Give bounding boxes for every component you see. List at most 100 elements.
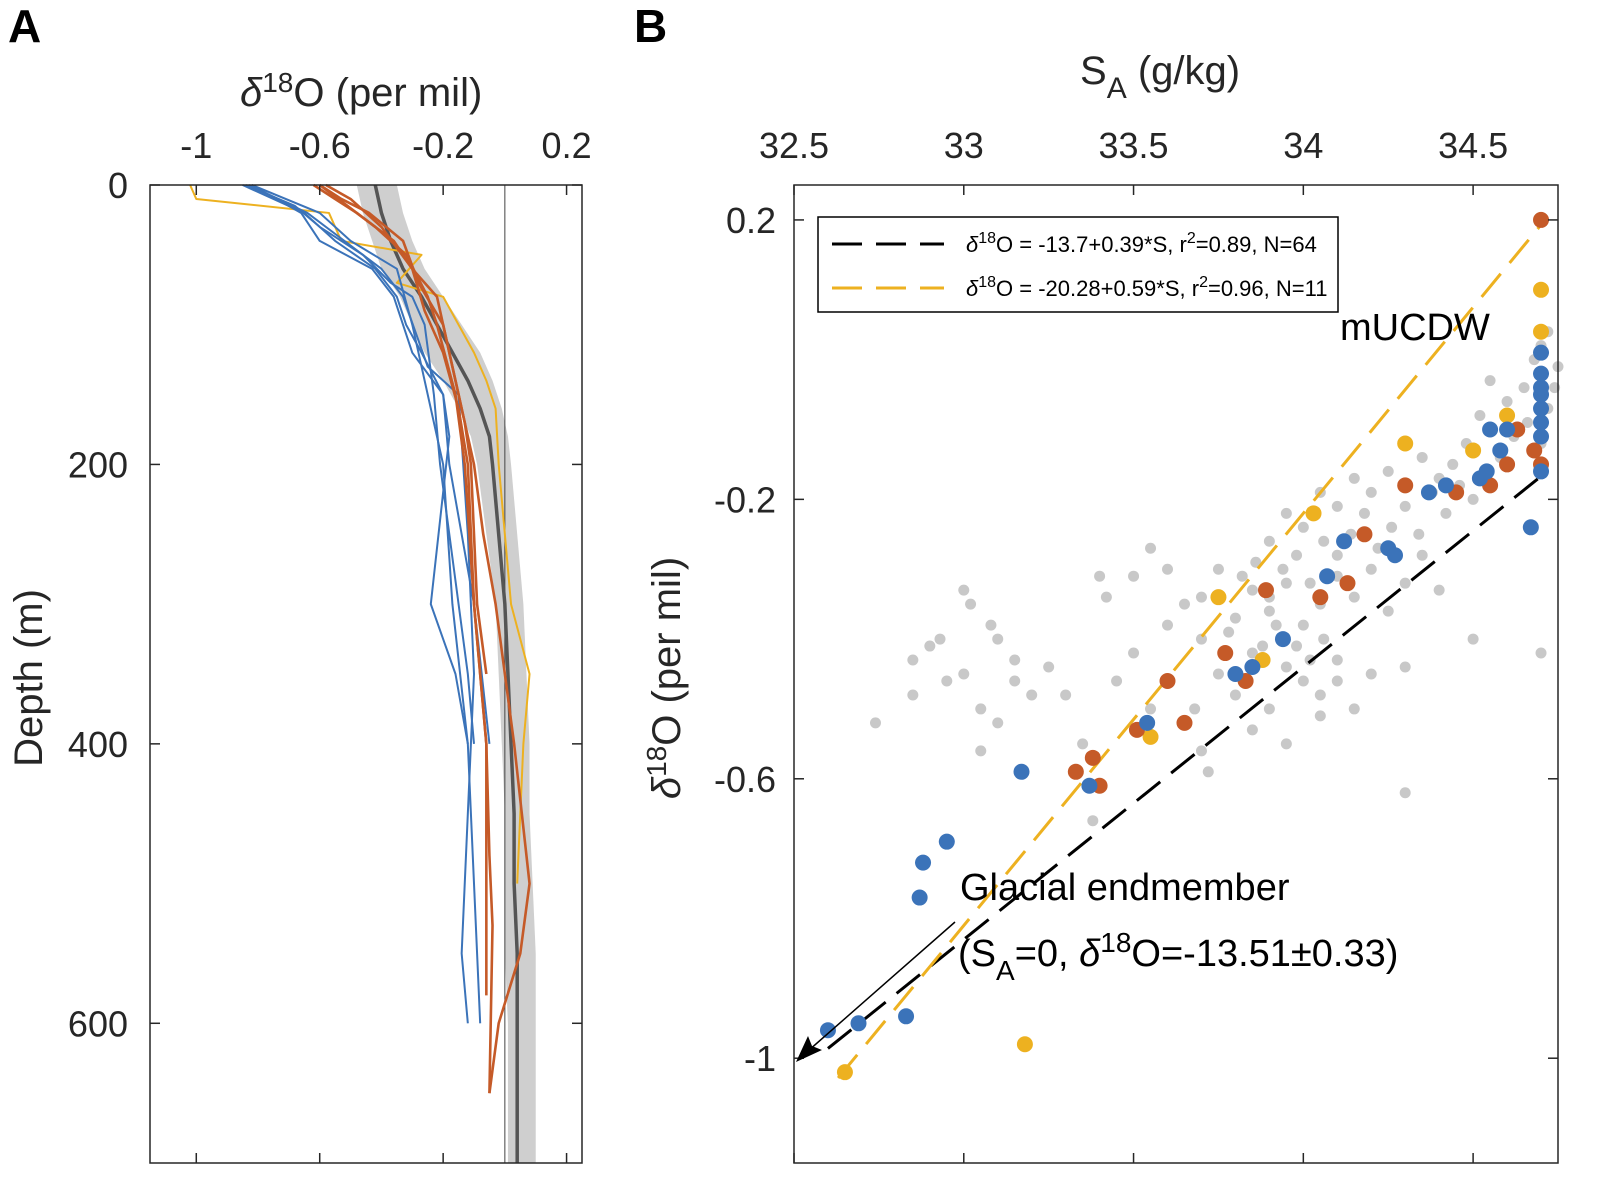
panel-b-gray-point [1365, 486, 1377, 498]
panel-b-gray-point [1365, 563, 1377, 575]
panel-b-gray-point [1100, 591, 1112, 603]
panel-b-orange-point [1217, 645, 1234, 662]
panel-b-gray-point [1009, 654, 1021, 666]
panel-b-yellow-point [1016, 1036, 1033, 1053]
panel-b-orange-point [1159, 672, 1176, 689]
panel-b-ticks: 32.5 33 33.5 34 34.5 0.2 -0.2 -0.6 -1 [714, 125, 1558, 1163]
panel-b-gray-point [1280, 507, 1292, 519]
panel-b-gray-point [1484, 375, 1496, 387]
panel-b-gray-point [1447, 458, 1459, 470]
panel-b-blue-point [1492, 442, 1509, 459]
panel-b-gray-point [1399, 661, 1411, 673]
panel-a-ytick-label: 400 [68, 724, 128, 765]
panel-b-gray-point [1280, 577, 1292, 589]
panel-b-gray-point [1257, 640, 1269, 652]
panel-b-gray-point [1331, 500, 1343, 512]
panel-b-gray-point [1087, 815, 1099, 827]
panel-b-chart: SA (g/kg) δ18O (per mil) 32.5 33 33.5 34 34.… [641, 49, 1564, 1164]
panel-b-gray-point [1382, 605, 1394, 617]
panel-a-xtick-label: -1 [180, 125, 212, 166]
panel-b-blue-point [911, 889, 928, 906]
panel-a-xlabel: δ18O (per mil) [240, 67, 482, 115]
panel-b-gray-point [1399, 500, 1411, 512]
legend-label-black: δ18O = -13.7+0.39*S, r2=0.89, N=64 [966, 230, 1317, 257]
panel-b-gray-point [1236, 570, 1248, 582]
panel-b-orange-point [1499, 456, 1516, 473]
panel-a-chart: δ18O (per mil) Depth (m) -1 -0.6 -0.2 0.2 0 2… [7, 67, 592, 1164]
panel-b-gray-point [1195, 633, 1207, 645]
panel-a-profile-blue-1 [242, 184, 491, 744]
panel-b-gray-point [869, 717, 881, 729]
panel-b-yellow-point [1533, 281, 1550, 298]
panel-b-gray-point [1270, 619, 1282, 631]
panel-b-gray-point [1331, 549, 1343, 561]
panel-a-spread-band [356, 185, 536, 1163]
panel-b-orange-point [1312, 589, 1329, 606]
panel-b-fit-line-all [827, 475, 1542, 1050]
panel-b-orange-point [1356, 526, 1373, 543]
panel-b-gray-point [1043, 661, 1055, 673]
panel-b-gray-point [1246, 647, 1258, 659]
panel-a-profile-blue-2 [245, 184, 475, 744]
panel-b-gray-point [975, 745, 987, 757]
panel-b-gray-point [1263, 703, 1275, 715]
panel-a-axes-box [149, 184, 583, 1164]
panel-b-ylabel: δ18O (per mil) [641, 557, 689, 799]
panel-a-ytick-label: 200 [68, 444, 128, 485]
panel-b-orange-point [1339, 575, 1356, 592]
panel-b-gray-point [1386, 521, 1398, 533]
panel-a-band-mean [356, 185, 536, 1163]
panel-b-gray-point [1467, 633, 1479, 645]
panel-b-gray-point [1518, 382, 1530, 394]
panel-a-profile-blue-5 [251, 184, 482, 1024]
panel-b-blue-point [1482, 421, 1499, 438]
panel-b-gray-point [1250, 556, 1262, 568]
panel-b-gray-point [992, 633, 1004, 645]
panel-b-gray-point [1178, 598, 1190, 610]
panel-b-blue-point [1522, 519, 1539, 536]
panel-b-gray-point [1348, 472, 1360, 484]
panel-a-ytick-label: 600 [68, 1003, 128, 1044]
panel-b-blue-point [1227, 666, 1244, 682]
panel-b-blue-point [1139, 714, 1156, 731]
panel-b-blue-point [1319, 568, 1336, 585]
panel-b-fit-lines [827, 223, 1543, 1079]
panel-b-gray-point [1365, 668, 1377, 680]
panel-b-orange-point [1397, 477, 1414, 494]
panel-b-gray-point [1145, 703, 1157, 715]
panel-b-gray-point [1195, 745, 1207, 757]
annotation-endmember-values: (SA=0, δ18O=-13.51±0.33) [958, 927, 1398, 986]
panel-b-gray-point [1212, 563, 1224, 575]
panel-b-gray-point [1535, 647, 1547, 659]
legend-box [817, 216, 1339, 313]
panel-b-gray-point [1263, 605, 1275, 617]
panel-b-gray-point [1212, 668, 1224, 680]
panel-b-yellow-point [1533, 323, 1550, 340]
panel-b-blue-point [1336, 533, 1353, 550]
panel-a-profile-yellow-1 [189, 184, 531, 884]
panel-b-gray-point [924, 640, 936, 652]
panel-b-gray-point [1009, 675, 1021, 687]
panel-b-gray-point [1413, 528, 1425, 540]
panel-b-gray-point [1229, 689, 1241, 701]
panel-b-gray-point [1111, 675, 1123, 687]
panel-b-gray-point [985, 619, 997, 631]
panel-b-blue-point [1533, 414, 1550, 431]
panel-b-orange-point [1176, 714, 1193, 731]
panel-b-gray-point [1416, 549, 1428, 561]
panel-b-gray-point [907, 689, 919, 701]
panel-b-gray-point [1297, 619, 1309, 631]
panel-b-blue-point [850, 1015, 867, 1032]
panel-b-blue-point [1533, 428, 1550, 445]
panel-b-gray-point [1382, 465, 1394, 477]
panel-b-blue-point [1437, 477, 1454, 494]
panel-b-gray-point [1318, 535, 1330, 547]
panel-b-gray-point [1331, 654, 1343, 666]
panel-b-gray-point [1348, 591, 1360, 603]
panel-b-blue-point [1533, 379, 1550, 396]
panel-b-gray-point [1521, 417, 1533, 429]
endmember-arrow-head [796, 1036, 822, 1062]
panel-a-profile-blue-4 [248, 184, 475, 1024]
legend-label-yellow: δ18O = -20.28+0.59*S, r2=0.96, N=11 [966, 274, 1327, 301]
